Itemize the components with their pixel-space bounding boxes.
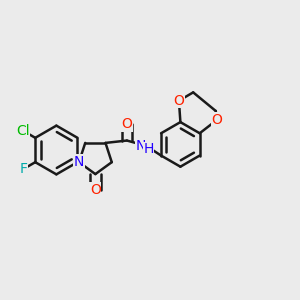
- Text: N: N: [74, 155, 84, 169]
- Text: O: O: [122, 117, 132, 131]
- Text: N: N: [135, 139, 146, 153]
- Text: F: F: [20, 162, 28, 176]
- Text: O: O: [212, 113, 222, 127]
- Text: H: H: [143, 142, 154, 157]
- Text: O: O: [173, 94, 184, 108]
- Text: O: O: [90, 183, 101, 196]
- Text: Cl: Cl: [16, 124, 30, 138]
